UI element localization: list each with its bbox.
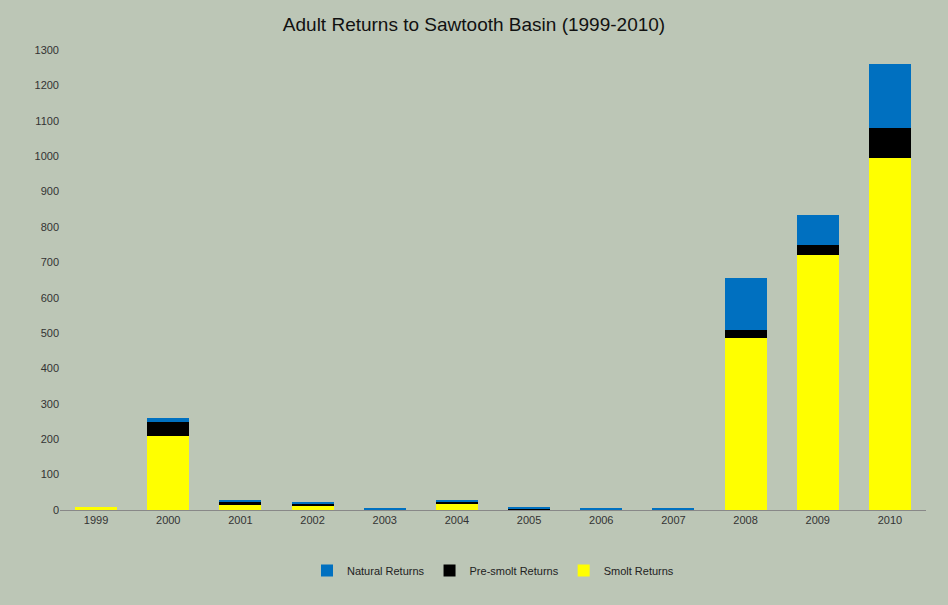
svg-text:1999: 1999 [84,514,108,526]
svg-text:Smolt Returns: Smolt Returns [604,565,674,577]
svg-text:2002: 2002 [300,514,324,526]
svg-text:2006: 2006 [589,514,613,526]
svg-text:1200: 1200 [35,79,59,91]
svg-text:900: 900 [41,185,59,197]
svg-text:Adult Returns to Sawtooth Basi: Adult Returns to Sawtooth Basin (1999-20… [283,14,665,35]
svg-text:1300: 1300 [35,44,59,56]
svg-text:Natural Returns: Natural Returns [347,565,425,577]
svg-text:700: 700 [41,256,59,268]
svg-text:600: 600 [41,292,59,304]
svg-text:Pre-smolt Returns: Pre-smolt Returns [470,565,559,577]
svg-text:300: 300 [41,398,59,410]
svg-text:2000: 2000 [156,514,180,526]
svg-text:400: 400 [41,362,59,374]
svg-text:1100: 1100 [35,115,59,127]
svg-text:2009: 2009 [806,514,830,526]
svg-text:2010: 2010 [878,514,902,526]
svg-text:2001: 2001 [228,514,252,526]
svg-text:100: 100 [41,468,59,480]
svg-text:2004: 2004 [445,514,469,526]
svg-text:800: 800 [41,221,59,233]
svg-text:2003: 2003 [373,514,397,526]
svg-text:1000: 1000 [35,150,59,162]
svg-text:2007: 2007 [661,514,685,526]
svg-text:200: 200 [41,433,59,445]
svg-text:0: 0 [53,504,59,516]
svg-text:2008: 2008 [733,514,757,526]
svg-text:500: 500 [41,327,59,339]
svg-text:2005: 2005 [517,514,541,526]
